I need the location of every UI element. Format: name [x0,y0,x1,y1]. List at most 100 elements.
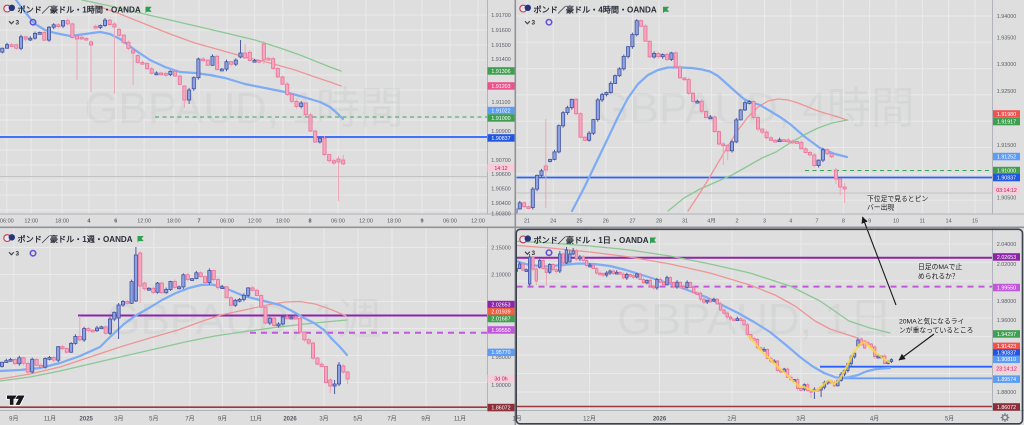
svg-text:1.91700: 1.91700 [491,13,511,19]
svg-text:26: 26 [603,219,609,225]
svg-text:下位足で見るとピン: 下位足で見るとピン [867,194,928,203]
svg-text:1.90400: 1.90400 [491,201,511,207]
svg-text:7: 7 [197,219,200,225]
svg-text:ポンド／豪ドル・1週・OANDA: ポンド／豪ドル・1週・OANDA [18,234,133,244]
svg-text:3: 3 [532,250,536,257]
svg-text:2025: 2025 [80,417,94,423]
svg-text:14: 14 [946,219,952,225]
svg-text:7月: 7月 [185,416,194,423]
svg-text:2月: 2月 [727,416,736,423]
svg-text:1.90500: 1.90500 [997,195,1017,201]
svg-text:2: 2 [735,219,738,225]
svg-text:1.96000: 1.96000 [997,318,1017,324]
svg-text:ポンド／豪ドル・1日・OANDA: ポンド／豪ドル・1日・OANDA [534,235,649,245]
svg-text:2.10000: 2.10000 [491,272,511,278]
svg-text:1.92500: 1.92500 [997,89,1017,95]
svg-text:06:00: 06:00 [0,219,14,225]
svg-text:5月: 5月 [353,416,362,423]
svg-text:5月: 5月 [149,416,158,423]
svg-text:1.94000: 1.94000 [997,14,1017,20]
svg-text:4月: 4月 [870,416,879,423]
svg-text:められるか？: められるか？ [918,273,959,281]
svg-text:2.01687: 2.01687 [491,316,510,322]
svg-text:25: 25 [576,219,582,225]
svg-text:1.86072: 1.86072 [491,405,510,411]
svg-text:1.88000: 1.88000 [997,390,1017,396]
svg-text:1.90300: 1.90300 [491,212,511,218]
svg-text:1.90700: 1.90700 [491,158,511,164]
svg-text:1.91000: 1.91000 [491,116,510,122]
svg-text:4月: 4月 [707,218,716,225]
svg-text:12:00: 12:00 [248,219,262,225]
svg-text:3: 3 [763,219,766,225]
svg-text:1.95770: 1.95770 [491,350,510,356]
svg-text:3月: 3月 [114,416,123,423]
svg-text:3d 0h: 3d 0h [494,377,507,383]
svg-text:1.90500: 1.90500 [491,186,511,192]
svg-text:日足のMAで止: 日足のMAで止 [918,262,962,271]
svg-text:27: 27 [629,219,635,225]
svg-text:2.04000: 2.04000 [997,242,1017,248]
svg-text:06:00: 06:00 [443,219,457,225]
svg-text:11月: 11月 [250,416,262,423]
svg-text:1.91203: 1.91203 [491,84,510,90]
svg-text:11: 11 [919,219,925,225]
svg-text:GBPAUD, 1時間: GBPAUD, 1時間 [84,84,403,133]
svg-text:31: 31 [682,219,688,225]
svg-text:8: 8 [842,219,845,225]
svg-text:1.91917: 1.91917 [997,119,1016,125]
svg-text:12:00: 12:00 [359,219,373,225]
svg-text:10: 10 [893,219,899,225]
svg-text:1.91500: 1.91500 [997,143,1017,149]
svg-text:11月: 11月 [454,416,466,423]
svg-text:20MAと気になるライ: 20MAと気になるライ [899,317,964,326]
svg-text:9: 9 [420,219,423,225]
svg-text:3月: 3月 [796,416,805,423]
svg-text:24: 24 [550,219,556,225]
svg-text:2026: 2026 [283,417,297,423]
svg-text:3: 3 [16,250,20,257]
svg-text:18:00: 18:00 [167,219,181,225]
svg-text:1.91980: 1.91980 [997,112,1016,118]
svg-text:1.99550: 1.99550 [491,328,510,334]
svg-text:12月: 12月 [583,416,596,423]
svg-text:15: 15 [972,219,978,225]
svg-text:14:12: 14:12 [494,166,507,172]
svg-text:03:14:12: 03:14:12 [996,188,1017,194]
svg-text:6: 6 [114,219,117,225]
svg-text:2.02653: 2.02653 [491,302,510,308]
svg-text:12:00: 12:00 [471,219,485,225]
svg-text:12:00: 12:00 [24,219,38,225]
svg-text:1.94297: 1.94297 [997,332,1016,338]
svg-text:9月: 9月 [9,416,18,423]
svg-text:ンが重なっているところ: ンが重なっているところ [899,326,973,335]
svg-text:1.99550: 1.99550 [997,285,1016,291]
svg-text:1.91306: 1.91306 [491,69,510,75]
svg-text:1.91400: 1.91400 [491,57,511,63]
svg-text:4: 4 [789,219,792,225]
svg-text:GBPAUD, 1週: GBPAUD, 1週 [106,295,381,344]
svg-text:1.91022: 1.91022 [491,108,510,114]
svg-text:7: 7 [815,219,818,225]
svg-text:1.90837: 1.90837 [997,175,1016,181]
svg-text:1.91423: 1.91423 [997,344,1016,350]
svg-text:1.98000: 1.98000 [997,299,1017,305]
svg-text:1.90837: 1.90837 [997,351,1016,357]
svg-text:18:00: 18:00 [387,219,401,225]
svg-text:1.91252: 1.91252 [997,154,1016,160]
svg-text:7月: 7月 [387,416,396,423]
svg-text:28: 28 [656,219,662,225]
svg-text:1.90000: 1.90000 [491,383,511,389]
svg-text:1.90600: 1.90600 [491,172,511,178]
svg-text:2.01939: 2.01939 [491,309,510,315]
svg-text:1.91500: 1.91500 [491,43,511,49]
svg-text:9: 9 [868,219,871,225]
svg-text:3月: 3月 [319,416,328,423]
svg-text:1.91600: 1.91600 [491,28,511,34]
svg-text:1.90837: 1.90837 [491,136,510,142]
svg-text:3: 3 [532,19,536,26]
svg-text:3: 3 [16,19,20,26]
svg-text:1.90900: 1.90900 [491,129,511,135]
svg-text:18:00: 18:00 [55,219,69,225]
svg-text:1.90810: 1.90810 [997,357,1016,363]
